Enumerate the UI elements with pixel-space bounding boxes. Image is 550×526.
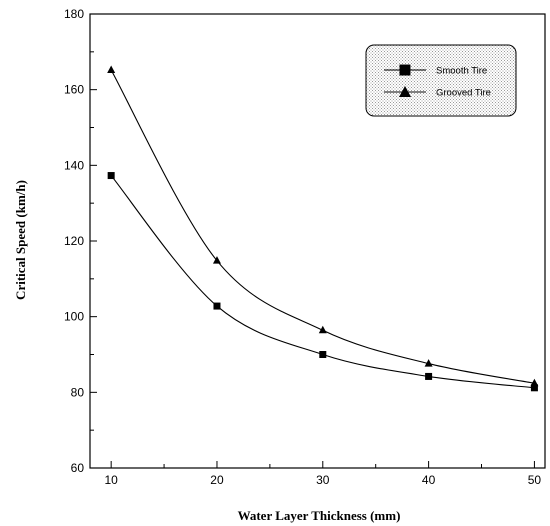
y-tick-label: 100 (64, 310, 84, 324)
series-line-smooth-tire (110, 175, 535, 389)
y-tick-label: 80 (71, 385, 85, 399)
legend: Smooth Tire Grooved Tire (365, 44, 517, 117)
x-axis-ticks: 10 20 30 40 50 (104, 461, 541, 487)
data-point-grooved-tire (530, 378, 539, 387)
data-point-smooth-tire (530, 384, 538, 392)
legend-marker-grooved (399, 86, 411, 97)
y-tick-label: 160 (64, 83, 84, 97)
data-point-smooth-tire (319, 351, 327, 358)
y-tick-label: 140 (64, 158, 84, 172)
data-point-smooth-tire (425, 372, 433, 380)
legend-label-grooved: Grooved Tire (436, 88, 491, 99)
y-tick-label: 120 (64, 234, 84, 248)
x-tick-label: 20 (210, 473, 224, 487)
legend-label-smooth: Smooth Tire (436, 66, 487, 77)
x-tick-label: 30 (316, 473, 330, 487)
x-tick-label: 10 (104, 473, 118, 487)
data-point-grooved-tire (424, 359, 433, 367)
y-axis-ticks: 60 80 100 120 140 160 180 (64, 7, 97, 475)
data-point-grooved-tire (318, 325, 327, 334)
data-point-smooth-tire (107, 172, 115, 180)
data-point-smooth-tire (213, 302, 221, 310)
x-tick-label: 50 (528, 473, 542, 487)
data-point-grooved-tire (212, 256, 221, 264)
legend-marker-smooth (399, 64, 411, 76)
data-point-grooved-tire (107, 65, 116, 73)
y-tick-label: 180 (64, 7, 84, 21)
x-tick-label: 40 (422, 473, 436, 487)
y-axis-title: Critical Speed (km/h) (13, 180, 28, 300)
x-axis-title: Water Layer Thickness (mm) (238, 508, 401, 523)
legend-box (365, 44, 517, 117)
series-line-grooved-tire (110, 69, 535, 384)
y-tick-label: 60 (71, 461, 85, 475)
series-layer (107, 65, 539, 392)
